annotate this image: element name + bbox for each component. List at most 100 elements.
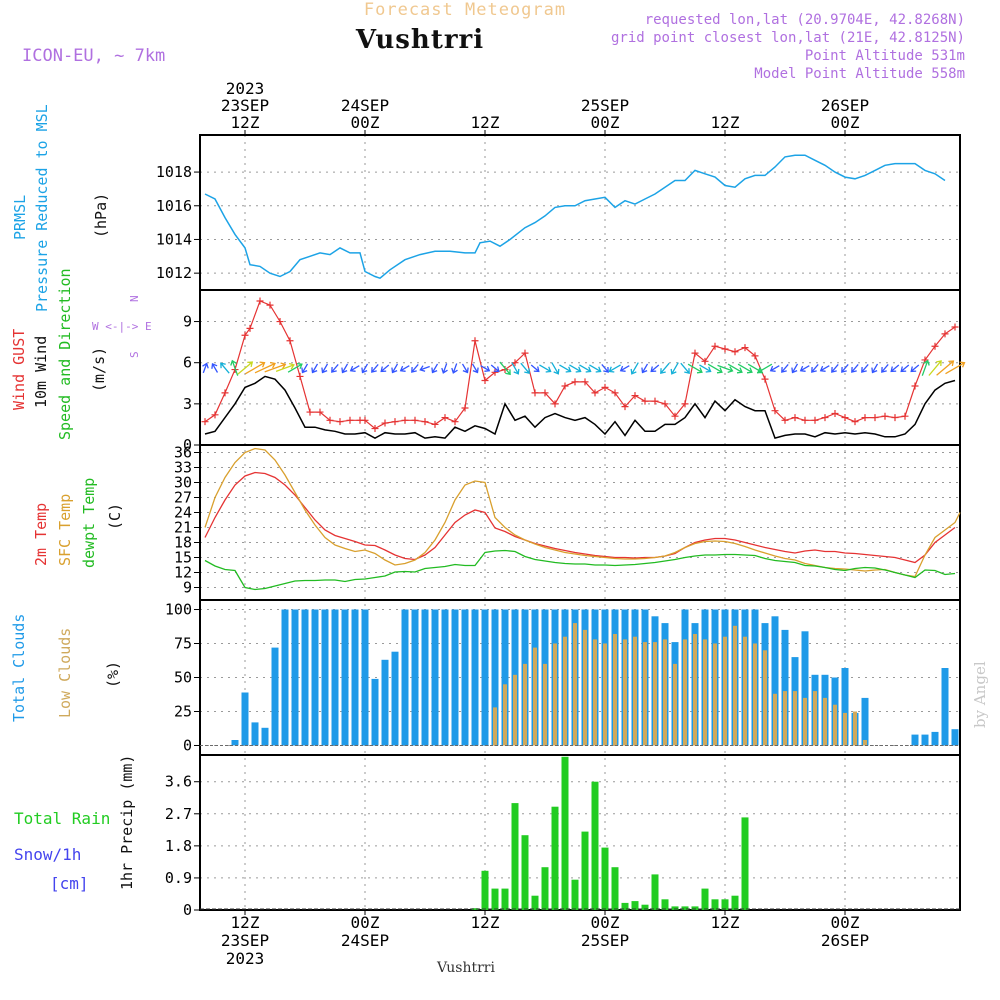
wind-direction-arrow	[936, 360, 955, 376]
low-clouds-label: Low Clouds	[56, 628, 74, 718]
precip-bar	[571, 879, 579, 910]
wind-direction-arrow	[254, 361, 276, 374]
wind-direction-arrow	[211, 362, 219, 373]
total-cloud-bar	[921, 734, 929, 746]
temp-sfc-label: SFC Temp	[56, 494, 74, 566]
low-cloud-bar	[503, 684, 507, 746]
wind-gust-marker	[811, 416, 819, 424]
top-time-label: 00Z	[591, 113, 620, 132]
wind-direction-arrow	[841, 363, 849, 373]
wind-direction-arrow	[287, 362, 303, 373]
wind-gust-marker	[731, 348, 739, 356]
model-altitude: Model Point Altitude 558m	[754, 66, 965, 82]
wind-direction-arrow	[601, 363, 609, 373]
grid-point-coords: grid point closest lon,lat (21E, 42.8125…	[611, 30, 965, 46]
temp-2m-label: 2m Temp	[32, 503, 50, 566]
wind-direction-arrow	[641, 363, 649, 374]
pressure-line	[204, 154, 946, 280]
temp-unit: (C)	[106, 503, 124, 530]
wind-direction-arrow	[551, 362, 560, 375]
top-time-label: 24SEP	[341, 96, 389, 115]
total-cloud-bar	[301, 609, 309, 746]
total-cloud-bar	[411, 609, 419, 746]
wind-gust-marker	[441, 414, 449, 422]
y-tick-label: 27	[174, 489, 192, 507]
wind-direction-arrow	[361, 363, 369, 374]
wind-gust-marker	[246, 324, 254, 332]
wind-direction-arrow	[461, 363, 469, 374]
low-cloud-bar	[523, 663, 527, 746]
y-tick-label: 33	[174, 459, 192, 477]
bottom-time-label: 00Z	[591, 913, 620, 932]
total-cloud-bar	[491, 609, 499, 746]
total-cloud-bar	[471, 609, 479, 746]
wind-gust-marker	[751, 352, 759, 360]
low-cloud-bar	[493, 707, 497, 746]
wind-direction-arrow	[511, 362, 520, 375]
y-tick-label: 0	[183, 736, 192, 754]
pressure-label-prmsl: PRMSL	[11, 195, 29, 240]
location-title: Vushtrri	[355, 25, 484, 55]
wind-gust-marker	[401, 416, 409, 424]
y-tick-label: 3.6	[165, 773, 192, 791]
wind-gust-marker	[631, 392, 639, 400]
y-tick-label: 9	[183, 579, 192, 597]
precip-bar	[531, 895, 539, 910]
wind-gust-marker	[861, 414, 869, 422]
wind-gust-marker	[701, 357, 709, 365]
wind-gust-marker	[541, 389, 549, 397]
compass-s: S	[128, 351, 141, 358]
total-cloud-bar	[451, 609, 459, 746]
wind-gust-marker	[511, 359, 519, 367]
low-cloud-bar	[563, 636, 567, 746]
model-label: ICON-EU, ~ 7km	[22, 46, 165, 66]
wind-gust-marker	[881, 412, 889, 420]
wind-gust-marker	[801, 416, 809, 424]
bottom-time-label: 2023	[226, 949, 265, 968]
low-cloud-bar	[693, 634, 697, 746]
low-cloud-bar	[773, 693, 777, 746]
wind-direction-arrow	[799, 365, 810, 372]
wind-gust-marker	[581, 378, 589, 386]
wind-unit: (m/s)	[90, 347, 108, 392]
wind-direction-arrow	[660, 362, 670, 375]
total-cloud-bar	[381, 659, 389, 746]
wind-direction-arrow	[921, 359, 930, 376]
low-cloud-bar	[723, 636, 727, 746]
total-cloud-bar	[801, 631, 809, 746]
wind-gust-marker	[791, 414, 799, 422]
wind-direction-arrow	[928, 360, 942, 376]
wind-gust-marker	[591, 389, 599, 397]
y-tick-label: 1012	[156, 264, 192, 282]
low-cloud-bar	[783, 691, 787, 746]
precip-bar	[731, 895, 739, 910]
low-cloud-bar	[733, 625, 737, 746]
precip-bar	[551, 806, 559, 910]
wind-direction-arrow	[220, 362, 230, 374]
wind-gust-marker	[451, 418, 459, 426]
wind-direction-arrow	[202, 362, 209, 374]
total-cloud-bar	[331, 609, 339, 746]
wind-direction-arrow	[301, 363, 309, 374]
wind-gust-label: Wind GUST	[10, 329, 28, 410]
low-cloud-bar	[613, 634, 617, 746]
total-cloud-bar	[251, 722, 259, 746]
wind-gust-marker	[391, 418, 399, 426]
low-cloud-bar	[553, 643, 557, 746]
wind-direction-arrow	[490, 364, 500, 373]
top-time-label: 12Z	[471, 113, 500, 132]
wind-direction-arrow	[311, 363, 319, 374]
total-cloud-bar	[481, 609, 489, 746]
bottom-time-label: 23SEP	[221, 931, 269, 950]
wind-direction-arrow	[419, 365, 430, 372]
bottom-time-label: 12Z	[231, 913, 260, 932]
y-tick-label: 30	[174, 474, 192, 492]
wind-direction-arrow	[608, 364, 621, 373]
wind-gust-marker	[346, 416, 354, 424]
wind-gust-marker	[761, 375, 769, 383]
temp-dewpt-label: dewpt Temp	[80, 478, 98, 568]
total-rain-label: Total Rain	[14, 809, 110, 828]
low-cloud-bar	[533, 647, 537, 746]
wind-gust-marker	[241, 331, 249, 339]
precip-bar	[511, 803, 519, 910]
